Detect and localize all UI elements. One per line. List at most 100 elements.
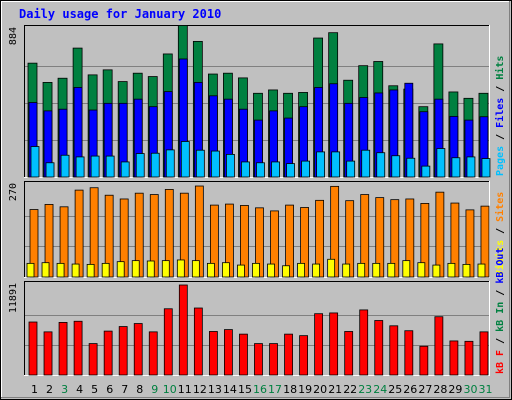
- bar-kb-f-day-20: [314, 313, 324, 376]
- bar-pages-day-1: [30, 146, 40, 178]
- legend-entry: kB F: [495, 350, 506, 374]
- x-tick-day-8: 8: [136, 383, 143, 396]
- x-tick-day-3: 3: [61, 383, 68, 396]
- x-tick-day-19: 19: [298, 383, 312, 396]
- x-tick-day-10: 10: [163, 383, 177, 396]
- bar-kb-f-day-29: [449, 340, 459, 376]
- bar-pages-day-31: [481, 158, 491, 178]
- x-tick-day-6: 6: [106, 383, 113, 396]
- bar-visits-day-20: [312, 263, 321, 278]
- bar-kb-f-day-6: [103, 330, 113, 376]
- bar-pages-day-27: [421, 165, 431, 178]
- x-tick-day-4: 4: [76, 383, 83, 396]
- legend-entry: kB In: [495, 302, 506, 332]
- bar-kb-f-day-14: [224, 329, 233, 376]
- bar-pages-day-17: [271, 161, 280, 178]
- bar-visits-day-1: [26, 262, 35, 278]
- bar-kb-f-day-24: [374, 320, 384, 376]
- bar-visits-day-30: [462, 263, 471, 278]
- legend-visits: Visits / Sites: [494, 192, 506, 276]
- bar-kb-f-day-26: [404, 330, 414, 376]
- bar-visits-day-29: [447, 262, 456, 278]
- bar-visits-day-14: [222, 262, 230, 278]
- bar-pages-day-30: [466, 156, 476, 178]
- bar-pages-day-9: [150, 152, 160, 178]
- bar-visits-day-11: [176, 259, 185, 278]
- bar-visits-day-2: [41, 262, 50, 278]
- bar-kb-f-day-5: [88, 343, 98, 376]
- legend-kbytes: kB F / kB In / kB Out: [495, 248, 506, 374]
- bar-pages-day-19: [301, 160, 310, 178]
- bar-pages-day-12: [195, 149, 205, 178]
- y-max-label: 11891: [8, 283, 19, 313]
- bar-pages-day-16: [256, 162, 265, 178]
- bar-pages-day-18: [286, 163, 295, 178]
- x-tick-day-11: 11: [178, 383, 192, 396]
- x-tick-day-12: 12: [193, 383, 207, 396]
- bar-pages-day-4: [75, 156, 85, 178]
- x-tick-day-16: 16: [253, 383, 267, 396]
- bar-pages-day-24: [376, 152, 386, 178]
- legend-text: Visits / Sites: [494, 192, 506, 276]
- bar-visits-day-16: [252, 262, 260, 278]
- bar-kb-f-day-28: [434, 316, 444, 376]
- panel-visits: 270 Visits / Sites: [8, 181, 506, 278]
- bar-visits-day-7: [116, 261, 125, 278]
- x-tick-day-21: 21: [328, 383, 342, 396]
- bar-pages-day-5: [90, 155, 100, 178]
- bar-pages-day-26: [406, 157, 416, 178]
- legend-entry: /: [495, 222, 506, 240]
- bar-kb-f-day-15: [239, 333, 248, 376]
- bar-pages-day-6: [105, 155, 115, 178]
- bar-kb-f-day-12: [193, 307, 203, 376]
- bar-visits-day-24: [372, 262, 381, 278]
- bar-kb-f-day-10: [163, 308, 173, 376]
- legend-hits: Pages / Files / Hits: [494, 56, 506, 176]
- bar-visits-day-6: [101, 262, 110, 278]
- bar-kb-f-day-17: [269, 343, 278, 376]
- x-tick-day-5: 5: [91, 383, 98, 396]
- legend-entry: /: [495, 284, 506, 302]
- bar-pages-day-20: [316, 151, 326, 178]
- bar-visits-day-31: [477, 263, 486, 278]
- bar-visits-day-5: [86, 263, 95, 278]
- bar-sites-day-5: [89, 187, 99, 278]
- bar-kb-f-day-18: [284, 333, 293, 376]
- legend-entry: kB Out: [495, 248, 506, 284]
- bar-kb-f-day-16: [254, 343, 263, 376]
- x-tick-day-22: 22: [343, 383, 357, 396]
- bar-visits-day-13: [206, 262, 215, 278]
- legend-entry: Pages: [495, 146, 506, 176]
- bar-kb-f-day-25: [389, 325, 399, 376]
- bar-pages-day-2: [45, 162, 55, 178]
- x-tick-day-7: 7: [121, 383, 128, 396]
- chart-title: Daily usage for January 2010: [19, 7, 221, 21]
- x-tick-day-24: 24: [373, 383, 387, 396]
- bars-hits: [27, 25, 491, 178]
- legend-entry: Files: [494, 98, 506, 128]
- bar-visits-day-23: [357, 262, 366, 278]
- legend-entry: /: [495, 332, 506, 350]
- x-tick-day-26: 26: [403, 383, 417, 396]
- bar-pages-day-25: [391, 155, 401, 178]
- bar-kb-f-day-31: [479, 331, 489, 376]
- y-max-label: 270: [8, 183, 19, 201]
- x-tick-day-29: 29: [448, 383, 462, 396]
- bar-pages-day-23: [361, 149, 371, 178]
- panel-hits: 884 Pages / Files / Hits: [8, 25, 506, 178]
- bar-visits-day-27: [417, 262, 426, 278]
- bar-pages-day-22: [346, 160, 356, 178]
- x-tick-day-20: 20: [313, 383, 327, 396]
- x-tick-day-9: 9: [151, 383, 158, 396]
- bar-visits-day-10: [161, 260, 170, 278]
- bar-kb-f-day-30: [464, 340, 474, 376]
- chart-panels: 884 Pages / Files / Hits 270 Visits / Sites…: [8, 25, 506, 376]
- bar-pages-day-10: [165, 149, 175, 178]
- x-tick-day-13: 13: [208, 383, 222, 396]
- bar-visits-day-15: [237, 264, 245, 278]
- legend-entry: Sites: [494, 192, 506, 222]
- x-tick-day-17: 17: [268, 383, 282, 396]
- bar-visits-day-28: [432, 264, 441, 278]
- bar-kb-f-day-1: [28, 321, 38, 376]
